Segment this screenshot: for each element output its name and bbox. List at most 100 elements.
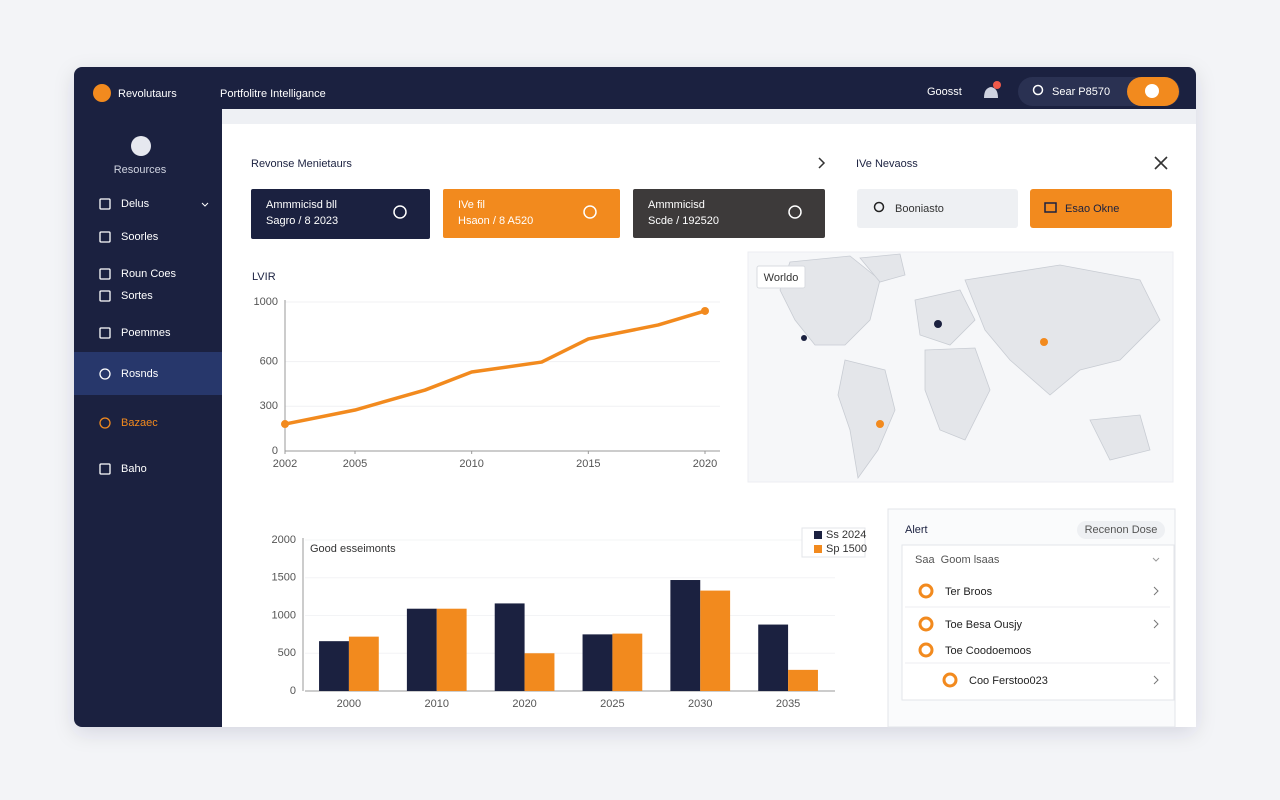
map-marker[interactable] bbox=[801, 335, 807, 341]
kpi-icon bbox=[583, 205, 597, 219]
menu-item[interactable]: Poemmes bbox=[121, 327, 171, 339]
map-marker[interactable] bbox=[876, 420, 884, 428]
menu-icon bbox=[99, 290, 111, 302]
active-item-bg bbox=[74, 352, 222, 395]
profile-icon bbox=[1145, 84, 1159, 98]
menu-item[interactable]: Soorles bbox=[121, 231, 159, 243]
bar[interactable] bbox=[670, 580, 701, 691]
bar[interactable] bbox=[436, 608, 467, 691]
menu-item[interactable]: Roun Coes bbox=[121, 268, 177, 280]
bar[interactable] bbox=[612, 633, 643, 691]
kpi-value: Scde / 192520 bbox=[648, 215, 719, 227]
alert-icon bbox=[918, 642, 934, 658]
bar[interactable] bbox=[758, 624, 789, 691]
brand: Revolutaurs bbox=[118, 88, 177, 100]
menu-item[interactable]: Rosnds bbox=[121, 368, 159, 380]
kpi-icon bbox=[393, 205, 407, 219]
menu-chevron bbox=[201, 202, 209, 207]
x-tick-label: 2010 bbox=[425, 698, 449, 710]
x-tick-label: 2005 bbox=[343, 458, 367, 470]
next-arrow[interactable] bbox=[818, 157, 826, 169]
panel-button-text: Esao Okne bbox=[1065, 203, 1119, 215]
kpi-value: Hsaon / 8 A520 bbox=[458, 215, 533, 227]
alert-filter-text: Recenon Dose bbox=[1085, 524, 1158, 536]
legend-swatch bbox=[814, 545, 822, 553]
search-icon bbox=[1032, 84, 1044, 96]
top-bar bbox=[74, 67, 1196, 109]
kpi-cards: Ammmicisd bll Sagro / 8 2023 IVe fil Hsaon … bbox=[251, 189, 825, 239]
bar[interactable] bbox=[406, 608, 437, 691]
x-tick-label: 2030 bbox=[688, 698, 712, 710]
alert-item[interactable]: Ter Broos bbox=[945, 586, 993, 598]
bar[interactable] bbox=[494, 603, 525, 691]
y-tick-label: 1000 bbox=[272, 609, 296, 621]
close-icon[interactable] bbox=[1154, 156, 1168, 170]
bar[interactable] bbox=[319, 641, 349, 691]
bell-icon[interactable] bbox=[984, 87, 998, 98]
y-tick-label: 1000 bbox=[254, 296, 278, 308]
y-tick-label: 300 bbox=[260, 400, 278, 412]
y-tick-label: 600 bbox=[260, 356, 278, 368]
x-tick-label: 2000 bbox=[337, 698, 361, 710]
menu-item[interactable]: Bazaec bbox=[121, 417, 158, 429]
kpi-card[interactable] bbox=[633, 189, 825, 238]
menu-item[interactable]: Sortes bbox=[121, 290, 153, 302]
alert-item[interactable]: Coo Ferstoo023 bbox=[969, 675, 1048, 687]
profile-label: Resources bbox=[114, 164, 167, 176]
kpi-icon bbox=[788, 205, 802, 219]
y-tick-label: 0 bbox=[290, 685, 296, 697]
logo bbox=[93, 84, 111, 102]
menu-icon bbox=[99, 417, 111, 429]
bar[interactable] bbox=[348, 636, 379, 691]
sidebar bbox=[74, 109, 222, 727]
alert-chevron bbox=[1153, 675, 1159, 685]
panel-button[interactable] bbox=[1030, 189, 1172, 228]
line-point[interactable] bbox=[701, 306, 709, 315]
menu-icon bbox=[99, 268, 111, 280]
menu-icon bbox=[99, 463, 111, 475]
line-point[interactable] bbox=[281, 420, 289, 429]
bar-chart: 0 500 1000 1500 2000 Good esseimonts 2000 2010 2… bbox=[272, 527, 867, 710]
kpi-label: IVe fil bbox=[458, 199, 485, 211]
x-tick-label: 2020 bbox=[512, 698, 536, 710]
search-text: Sear P8570 bbox=[1052, 86, 1110, 98]
alert-item[interactable]: Toe Coodoemoos bbox=[945, 645, 1032, 657]
y-tick-label: 500 bbox=[278, 647, 296, 659]
menu-icon bbox=[99, 327, 111, 339]
alert-icon bbox=[918, 616, 934, 632]
menu-item[interactable]: Baho bbox=[121, 463, 147, 475]
menu-icon bbox=[99, 198, 111, 210]
bar[interactable] bbox=[582, 634, 613, 691]
bar-title: Good esseimonts bbox=[310, 543, 396, 555]
section-title: Revonse Menietaurs bbox=[251, 158, 352, 170]
x-tick-label: 2020 bbox=[693, 458, 717, 470]
app-title: Portfolitre Intelligance bbox=[220, 88, 326, 100]
map-marker[interactable] bbox=[1040, 338, 1048, 346]
sidebar-menu: Delus Soorles Roun Coes Sortes Poemmes Rosnds… bbox=[99, 198, 209, 475]
user-name[interactable]: Goosst bbox=[927, 86, 962, 98]
panel-search-icon bbox=[873, 201, 885, 213]
bar[interactable] bbox=[524, 653, 555, 691]
kpi-card[interactable] bbox=[443, 189, 620, 238]
legend-swatch bbox=[814, 531, 822, 539]
panel-button-icon bbox=[1044, 202, 1057, 213]
kpi-card[interactable] bbox=[251, 189, 430, 239]
line-card bbox=[251, 262, 731, 484]
dropdown-arrow[interactable] bbox=[1152, 557, 1160, 562]
x-tick-label: 2035 bbox=[776, 698, 800, 710]
panel-search[interactable] bbox=[857, 189, 1018, 228]
kpi-value: Sagro / 8 2023 bbox=[266, 215, 338, 227]
line-chart: 0 300 600 1000 2002 2005 2010 2015 2020 bbox=[254, 296, 720, 470]
bar[interactable] bbox=[788, 669, 818, 691]
menu-item[interactable]: Delus bbox=[121, 198, 150, 210]
panel-title: IVe Nevaoss bbox=[856, 158, 918, 170]
kpi-label: Ammmicisd bbox=[648, 199, 705, 211]
x-tick-label: 2010 bbox=[459, 458, 483, 470]
alert-item[interactable]: Toe Besa Ousjy bbox=[945, 619, 1023, 631]
menu-icon bbox=[99, 231, 111, 243]
alert-filter[interactable] bbox=[1077, 521, 1165, 539]
map-marker[interactable] bbox=[934, 320, 942, 328]
alert-header: Saa Goom lsaas bbox=[915, 554, 1000, 566]
bar[interactable] bbox=[700, 590, 731, 691]
y-tick-label: 0 bbox=[272, 445, 278, 457]
